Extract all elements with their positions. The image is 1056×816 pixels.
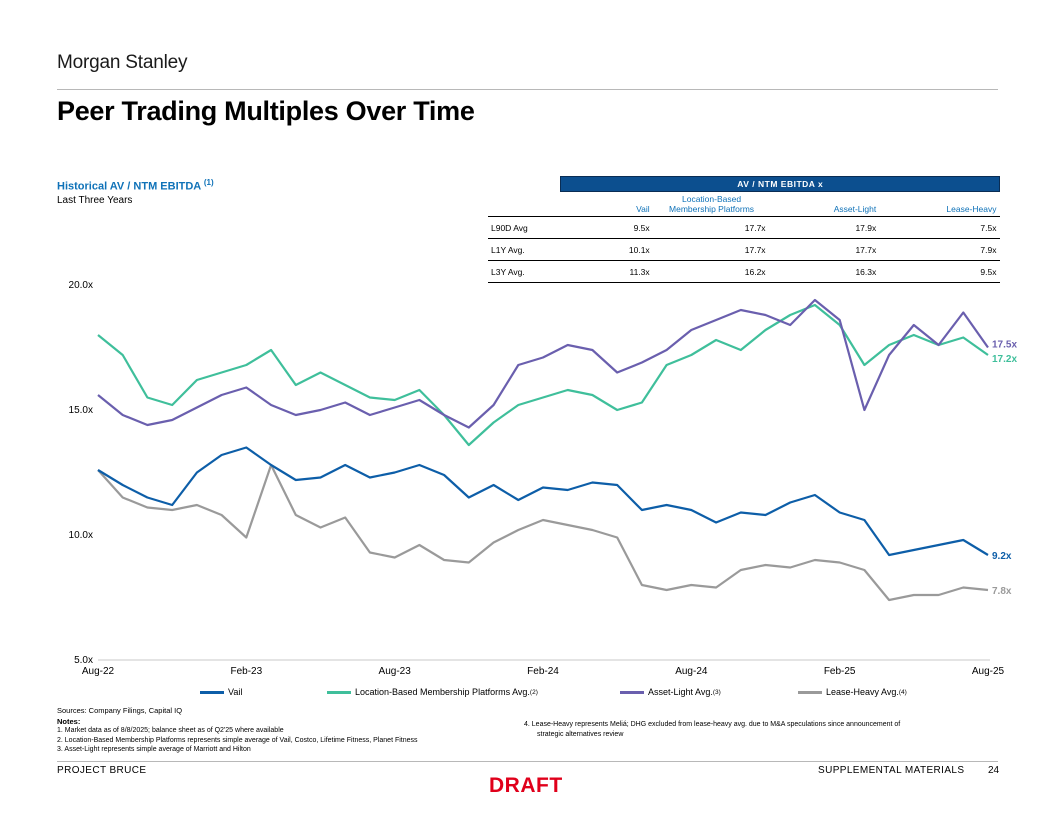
legend-item-lease-heavy: Lease-Heavy Avg. (4) bbox=[798, 687, 907, 697]
series-line-location-based bbox=[97, 303, 989, 447]
table-col-asset-light: Asset-Light bbox=[768, 191, 880, 217]
table-cell: 17.7x bbox=[652, 238, 769, 261]
page-number: 24 bbox=[988, 765, 1000, 776]
note-4-line-1: 4. Lease-Heavy represents Meliá; DHG exc… bbox=[524, 721, 901, 728]
legend-label: Location-Based Membership Platforms Avg. bbox=[355, 687, 530, 697]
note-item: 2. Location-Based Membership Platforms r… bbox=[57, 736, 418, 744]
draft-stamp: DRAFT bbox=[489, 774, 563, 797]
x-tick-label: Feb-24 bbox=[527, 666, 559, 677]
brand-wordmark: Morgan Stanley bbox=[57, 52, 188, 73]
x-tick-label: Aug-25 bbox=[972, 666, 1005, 677]
footer-project-name: PROJECT BRUCE bbox=[57, 765, 147, 776]
end-label-location-based: 17.2x bbox=[992, 354, 1017, 365]
y-tick-label: 10.0x bbox=[69, 530, 93, 541]
end-label-asset-light: 17.5x bbox=[992, 340, 1017, 351]
chart-title-text: Historical AV / NTM EBITDA bbox=[57, 180, 201, 193]
table-row: L90D Avg 9.5x 17.7x 17.9x 7.5x bbox=[488, 216, 1000, 239]
legend-item-asset-light: Asset-Light Avg. (3) bbox=[620, 687, 721, 697]
table-corner bbox=[488, 177, 561, 192]
note-item: 1. Market data as of 8/8/2025; balance s… bbox=[57, 727, 284, 734]
legend-item-location-based: Location-Based Membership Platforms Avg.… bbox=[327, 687, 538, 697]
legend-item-vail: Vail bbox=[200, 687, 242, 697]
table-cell: 17.9x bbox=[768, 216, 880, 239]
x-tick-label: Feb-23 bbox=[230, 666, 262, 677]
table-cell: 11.3x bbox=[560, 260, 653, 283]
y-tick-label: 20.0x bbox=[69, 280, 93, 291]
y-tick-label: 15.0x bbox=[69, 405, 93, 416]
legend-footnote: (4) bbox=[898, 688, 907, 696]
legend-label: Lease-Heavy Avg. bbox=[826, 687, 899, 697]
footer-section-name: SUPPLEMENTAL MATERIALS bbox=[818, 765, 965, 776]
table-cell: 16.2x bbox=[652, 260, 769, 283]
row-label: L90D Avg bbox=[488, 216, 561, 239]
x-tick-label: Feb-25 bbox=[824, 666, 856, 677]
legend-swatch bbox=[327, 690, 351, 694]
header-divider bbox=[57, 89, 998, 90]
legend-label: Vail bbox=[228, 687, 243, 697]
legend-footnote: (3) bbox=[712, 688, 721, 696]
series-line-vail bbox=[97, 446, 989, 557]
note-4-line-2: strategic alternatives review bbox=[537, 730, 624, 738]
table-col-vail: Vail bbox=[560, 191, 653, 217]
sources-text: Sources: Company Filings, Capital IQ bbox=[57, 706, 183, 715]
table-cell: 16.3x bbox=[768, 260, 880, 283]
table-row: L3Y Avg. 11.3x 16.2x 16.3x 9.5x bbox=[488, 260, 1000, 283]
table-cell: 17.7x bbox=[652, 216, 769, 239]
legend-label: Asset-Light Avg. bbox=[648, 687, 713, 697]
table-cell: 7.5x bbox=[879, 216, 1000, 239]
table-col-lease-heavy: Lease-Heavy bbox=[879, 191, 1000, 217]
series-line-asset-light bbox=[97, 298, 989, 429]
table-row: L1Y Avg. 10.1x 17.7x 17.7x 7.9x bbox=[488, 238, 1000, 261]
multiples-table: AV / NTM EBITDA x Vail Location-Based Me… bbox=[488, 176, 1000, 283]
table-cell: 7.9x bbox=[879, 238, 1000, 261]
table-col-blank bbox=[488, 191, 561, 217]
table-cell: 10.1x bbox=[560, 238, 653, 261]
legend-footnote: (2) bbox=[529, 688, 538, 696]
note-item-4: 4. Lease-Heavy represents Meliá; DHG exc… bbox=[524, 720, 974, 739]
series-line-lease-heavy bbox=[97, 463, 989, 602]
y-tick-label: 5.0x bbox=[74, 655, 93, 666]
table-col-location-based-label: Location-Based Membership Platforms bbox=[669, 194, 755, 214]
end-label-lease-heavy: 7.8x bbox=[992, 586, 1012, 597]
notes-list: 1. Market data as of 8/8/2025; balance s… bbox=[57, 726, 418, 755]
table-cell: 9.5x bbox=[560, 216, 653, 239]
chart-title-footnote: (1) bbox=[203, 178, 214, 187]
legend-swatch bbox=[798, 690, 822, 694]
x-tick-label: Aug-22 bbox=[82, 666, 115, 677]
chart-subtitle: Last Three Years bbox=[57, 195, 133, 206]
notes-heading: Notes: bbox=[57, 717, 81, 726]
table-col-location-based: Location-Based Membership Platforms bbox=[652, 191, 769, 217]
row-label: L3Y Avg. bbox=[488, 260, 561, 283]
table-header: AV / NTM EBITDA x bbox=[560, 176, 1000, 192]
table-cell: 17.7x bbox=[768, 238, 880, 261]
page-title: Peer Trading Multiples Over Time bbox=[57, 96, 475, 126]
legend-swatch bbox=[200, 690, 224, 694]
legend-swatch bbox=[620, 690, 644, 694]
row-label: L1Y Avg. bbox=[488, 238, 561, 261]
footer-divider bbox=[57, 761, 998, 762]
end-label-vail: 9.2x bbox=[992, 551, 1012, 562]
note-item: 3. Asset-Light represents simple average… bbox=[57, 746, 251, 753]
chart-title: Historical AV / NTM EBITDA (1) bbox=[57, 178, 214, 193]
x-tick-label: Aug-24 bbox=[675, 666, 708, 677]
x-tick-label: Aug-23 bbox=[379, 666, 412, 677]
table-cell: 9.5x bbox=[879, 260, 1000, 283]
